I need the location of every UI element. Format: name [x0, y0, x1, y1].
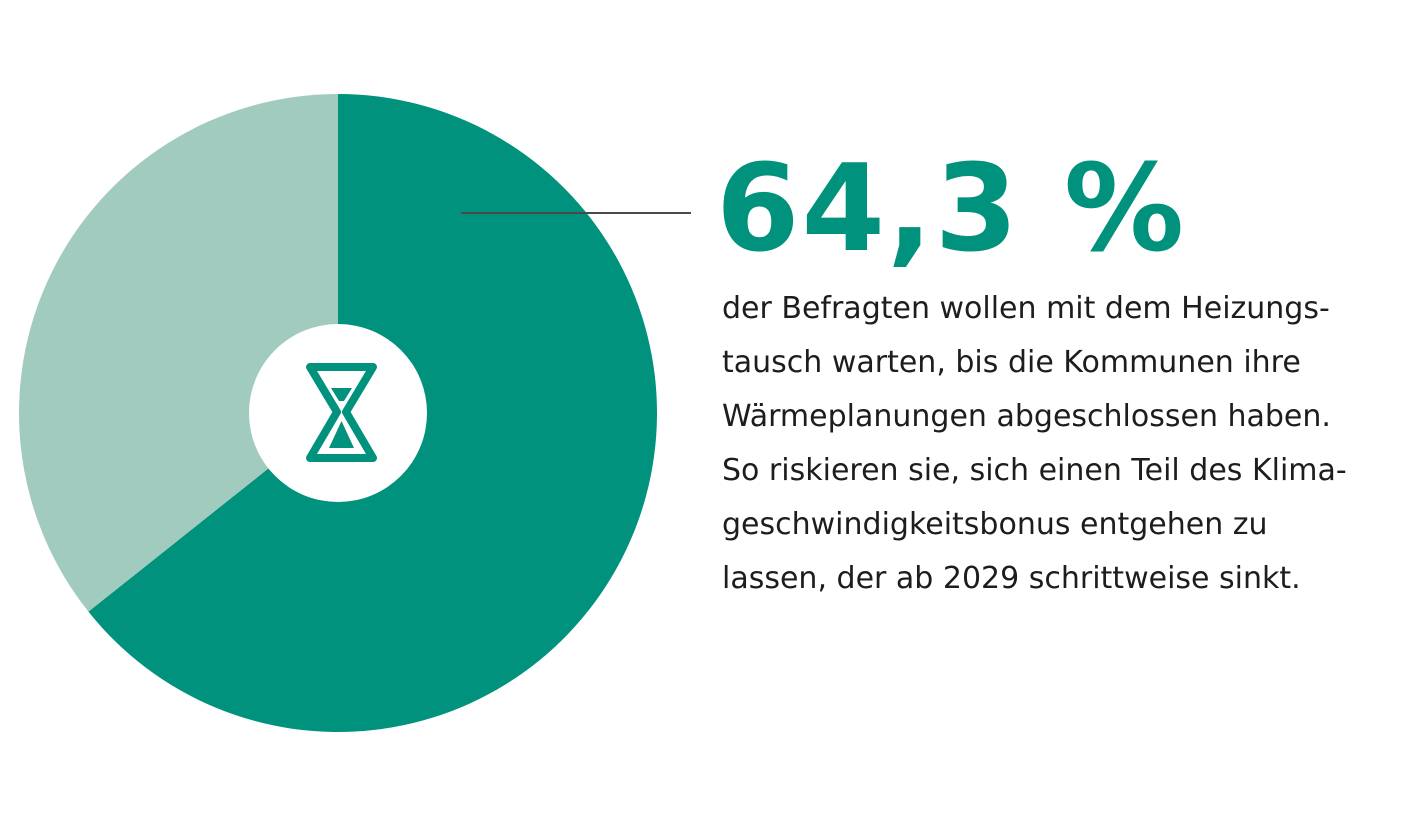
- pie-slice-2: [19, 94, 339, 612]
- description-line: So riskieren sie, sich einen Teil des Kl…: [722, 453, 1347, 488]
- description-line: geschwindigkeitsbonus entgehen zu: [722, 507, 1268, 542]
- description-line: lassen, der ab 2029 schrittweise sinkt.: [722, 561, 1301, 596]
- description-line: der Befragten wollen mit dem Heizungs-: [722, 291, 1330, 326]
- highlight-value: 64,3 %: [716, 140, 1187, 279]
- description-text: der Befragten wollen mit dem Heizungs- t…: [722, 282, 1412, 606]
- description-line: Wärmeplanungen abgeschlossen haben.: [722, 399, 1331, 434]
- hourglass-icon: [306, 363, 377, 462]
- description-line: tausch warten, bis die Kommunen ihre: [722, 345, 1301, 380]
